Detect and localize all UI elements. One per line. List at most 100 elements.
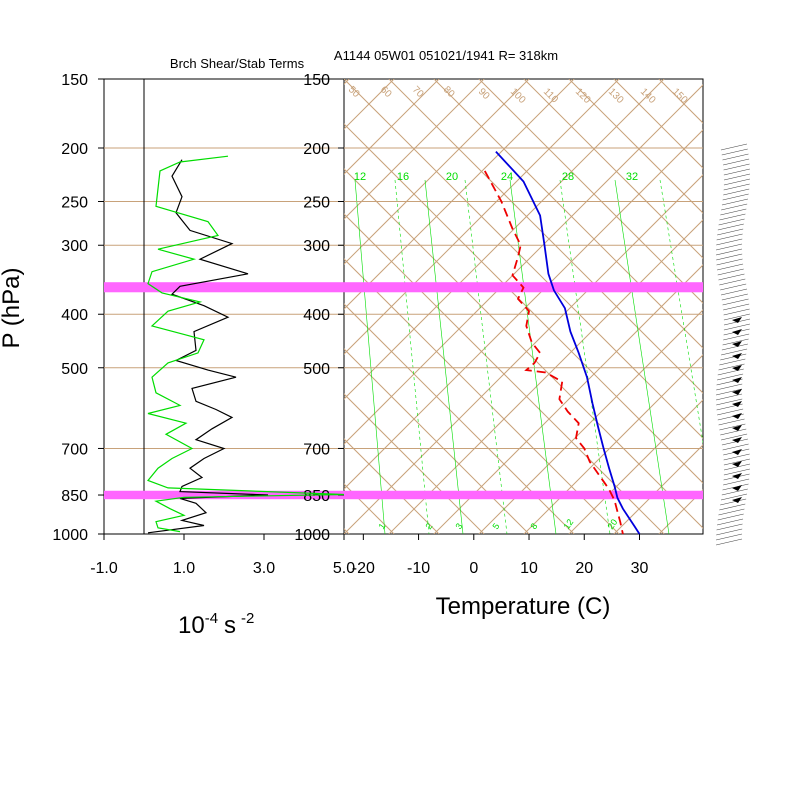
wind-barb	[723, 158, 750, 166]
theta-label: 50	[346, 84, 362, 100]
wind-barb	[723, 478, 750, 486]
dry-adiabat-line	[794, 79, 800, 534]
dry-adiabat-line	[0, 79, 259, 534]
pressure-tick-label: 300	[303, 238, 330, 255]
theta-label: 110	[541, 86, 560, 105]
dry-adiabat-line	[344, 528, 350, 534]
shear-units-label: 10-4 s -2	[178, 610, 254, 639]
wind-barb	[723, 453, 750, 461]
wind-barb	[716, 233, 743, 241]
wind-barb	[723, 188, 750, 196]
dry-adiabat-line	[344, 258, 620, 534]
wind-barb	[720, 288, 748, 296]
wind-barb	[721, 343, 748, 351]
dry-adiabat-line	[344, 79, 703, 439]
mixing-ratio-label-top: 32	[626, 171, 638, 183]
wind-barb	[723, 333, 750, 341]
isotherm-line	[523, 354, 703, 534]
mixing-ratio-label-top: 24	[501, 171, 513, 183]
dry-adiabat-line	[344, 438, 440, 534]
isotherm-line	[0, 79, 259, 534]
wind-barb	[723, 178, 750, 186]
isotherm-line	[749, 79, 800, 534]
wind-barb	[719, 358, 746, 366]
dry-adiabat-line	[658, 79, 703, 124]
isotherm-line	[344, 79, 350, 85]
dry-adiabat-line	[344, 393, 485, 534]
wind-barb	[717, 408, 744, 416]
wind-barb	[723, 313, 750, 321]
shear-x-tick-label: -1.0	[90, 560, 118, 577]
dry-adiabat-line	[568, 79, 703, 214]
pressure-tick-label: 850	[303, 488, 330, 505]
wind-barb	[716, 523, 743, 531]
wind-barb-flag	[732, 401, 742, 407]
mixing-ratio-label-bottom: 8	[528, 521, 539, 531]
wind-barb	[723, 463, 751, 471]
wind-barb	[717, 268, 744, 276]
wind-barb	[722, 153, 749, 161]
wind-barb	[715, 538, 743, 546]
pressure-tick-label: 850	[61, 488, 88, 505]
wind-barb-flag	[732, 389, 742, 395]
wind-barb-flag	[732, 425, 742, 431]
wind-barb	[715, 248, 743, 256]
wind-barb-flag	[732, 473, 742, 479]
wind-barb	[718, 273, 745, 281]
dry-adiabat-line	[344, 483, 395, 534]
theta-label: 150	[670, 86, 690, 106]
dry-adiabat-line	[613, 79, 703, 169]
pressure-tick-label: 500	[303, 361, 330, 378]
dry-adiabat-line	[749, 79, 800, 534]
wind-barb	[717, 373, 744, 381]
dry-adiabat-line	[433, 79, 703, 349]
dry-adiabat-line	[704, 79, 800, 534]
pressure-tick-label: 1000	[52, 527, 88, 544]
mixing-ratio-label-bottom: 5	[490, 521, 501, 531]
wind-barb-flag	[732, 413, 742, 419]
skewt-diagonals	[0, 79, 800, 534]
pressure-tick-label: 700	[303, 441, 330, 458]
mixing-ratio-line	[614, 179, 670, 534]
temp-x-tick-label: 10	[520, 560, 538, 577]
theta-label: 80	[441, 84, 457, 100]
dry-adiabat-line	[523, 79, 703, 259]
wind-barb	[721, 488, 748, 496]
wind-barb	[716, 253, 743, 261]
theta-label: 120	[573, 86, 593, 106]
mixing-ratio-label-bottom: 1	[376, 521, 387, 531]
pressure-tick-label: 400	[303, 307, 330, 324]
wind-barb	[720, 353, 747, 361]
wind-barb-flag	[732, 353, 742, 359]
wind-barb-flag	[732, 317, 742, 323]
isotherm-line	[0, 79, 304, 534]
wind-barb	[718, 363, 745, 371]
mixing-ratio-label-bottom: 20	[605, 517, 619, 531]
wind-barb-flag	[732, 365, 742, 371]
isotherm-line	[344, 79, 395, 130]
wind-barb	[722, 298, 749, 306]
wind-barb-flag	[732, 377, 742, 383]
wind-barb	[716, 258, 743, 266]
wind-barb	[723, 308, 750, 316]
wind-barb	[719, 278, 746, 286]
wind-barb	[723, 458, 750, 466]
dry-adiabat-line	[478, 79, 703, 304]
left-panel-title: Brch Shear/Stab Terms	[170, 56, 305, 71]
dewpoint-profile-line	[484, 170, 624, 535]
theta-label: 60	[378, 84, 394, 100]
pressure-tick-label: 150	[303, 72, 330, 89]
wind-barb	[721, 148, 748, 156]
temp-x-tick-label: -10	[407, 560, 430, 577]
highlight-band	[104, 282, 703, 293]
series-layer	[147, 150, 641, 535]
wind-barb	[718, 508, 745, 516]
wind-barb	[722, 338, 749, 346]
isotherm-line	[568, 399, 703, 534]
mixing-ratio-line	[424, 179, 464, 534]
wind-barb	[720, 493, 748, 501]
wind-barb	[717, 223, 744, 231]
shear-x-tick-label: 1.0	[173, 560, 195, 577]
dry-adiabat-line	[0, 79, 304, 534]
right-panel-title: A1144 05W01 051021/1941 R= 318km	[334, 48, 558, 63]
